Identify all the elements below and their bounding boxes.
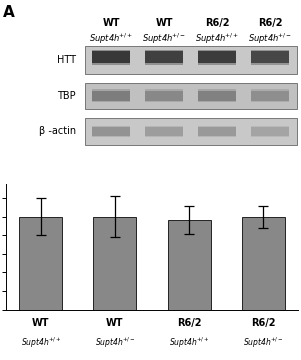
Text: R6/2: R6/2	[251, 318, 275, 328]
Text: β -actin: β -actin	[39, 126, 76, 136]
Bar	[198, 51, 236, 63]
Bar	[93, 217, 136, 310]
Bar	[198, 127, 236, 136]
Text: Supt4h$^{+/-}$: Supt4h$^{+/-}$	[248, 31, 292, 46]
Text: R6/2: R6/2	[258, 18, 282, 28]
Text: Supt4h$^{+/+}$: Supt4h$^{+/+}$	[169, 336, 209, 350]
Bar	[242, 217, 285, 310]
Bar	[251, 50, 289, 53]
Bar	[92, 51, 130, 63]
Bar	[92, 89, 130, 92]
Bar	[92, 127, 130, 136]
Bar	[92, 50, 130, 53]
Bar	[198, 135, 236, 137]
Text: TBP: TBP	[57, 91, 76, 101]
Bar	[92, 99, 130, 102]
Bar	[92, 135, 130, 137]
Text: R6/2: R6/2	[205, 18, 229, 28]
Bar	[145, 135, 183, 137]
Text: WT: WT	[156, 18, 173, 28]
Text: WT: WT	[32, 318, 50, 328]
Bar	[251, 91, 289, 101]
Bar	[168, 220, 211, 310]
Bar	[198, 62, 236, 64]
Bar	[251, 62, 289, 64]
Bar	[145, 50, 183, 53]
Bar	[145, 51, 183, 63]
Bar	[251, 51, 289, 63]
Bar	[145, 91, 183, 101]
Text: Supt4h$^{+/-}$: Supt4h$^{+/-}$	[142, 31, 186, 46]
Text: HTT: HTT	[57, 55, 76, 65]
Bar	[198, 91, 236, 101]
Bar	[145, 126, 183, 128]
Bar	[145, 99, 183, 102]
Bar	[198, 50, 236, 53]
Bar	[85, 46, 296, 73]
Text: Supt4h$^{+/+}$: Supt4h$^{+/+}$	[195, 31, 239, 46]
Bar	[92, 126, 130, 128]
Text: WT: WT	[103, 18, 120, 28]
Bar	[251, 135, 289, 137]
Text: Supt4h$^{+/-}$: Supt4h$^{+/-}$	[243, 336, 284, 350]
Text: A: A	[3, 5, 15, 21]
Bar	[251, 127, 289, 136]
Bar	[19, 217, 62, 310]
Bar	[198, 89, 236, 92]
Text: Supt4h$^{+/-}$: Supt4h$^{+/-}$	[95, 336, 135, 350]
Bar	[85, 118, 296, 145]
Bar	[92, 62, 130, 64]
Bar	[92, 91, 130, 101]
Bar	[85, 83, 296, 109]
Text: Supt4h$^{+/+}$: Supt4h$^{+/+}$	[89, 31, 134, 46]
Bar	[198, 99, 236, 102]
Bar	[198, 126, 236, 128]
Bar	[145, 62, 183, 64]
Bar	[251, 99, 289, 102]
Bar	[251, 89, 289, 92]
Text: WT: WT	[106, 318, 124, 328]
Bar	[145, 89, 183, 92]
Text: R6/2: R6/2	[177, 318, 201, 328]
Bar	[251, 126, 289, 128]
Text: Supt4h$^{+/+}$: Supt4h$^{+/+}$	[20, 336, 61, 350]
Bar	[145, 127, 183, 136]
